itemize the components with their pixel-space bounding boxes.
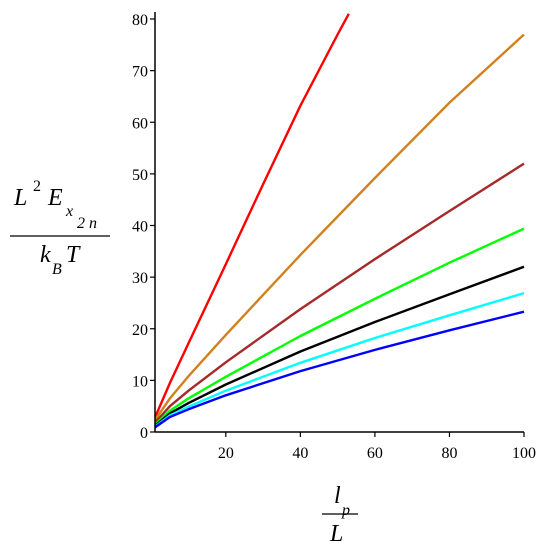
y-tick-label: 80 <box>132 12 148 29</box>
series-line-2 <box>155 33 525 421</box>
series-line-6 <box>155 291 525 428</box>
ylabel-num-sub: x <box>65 203 73 220</box>
xlabel-num-sub: p <box>341 502 350 519</box>
svg-text:L: L <box>329 521 343 547</box>
ylabel-num-subsub: 2 n <box>77 215 97 232</box>
svg-text:l: l <box>334 483 341 509</box>
y-tick-label: 30 <box>132 270 148 287</box>
x-tick-label: 20 <box>218 445 234 462</box>
ylabel-den-base: k <box>40 242 51 268</box>
ylabel-num-sup: 2 <box>33 178 41 195</box>
svg-text:p: p <box>341 502 350 519</box>
y-axis-label: L 2 E x 2 n k B T <box>10 178 110 278</box>
xlabel-den: L <box>329 521 343 547</box>
x-tick-label: 80 <box>441 445 457 462</box>
series-line-3 <box>155 162 525 424</box>
svg-text:2: 2 <box>33 178 41 195</box>
svg-text:k: k <box>40 242 51 268</box>
svg-text:L: L <box>13 185 27 211</box>
x-tick-label: 40 <box>292 445 308 462</box>
ylabel-den-sym: T <box>66 242 81 268</box>
series-line-5 <box>155 265 525 427</box>
svg-text:B: B <box>52 261 62 278</box>
axes-layer <box>154 12 524 433</box>
x-tick-label: 100 <box>512 445 536 462</box>
svg-text:T: T <box>66 242 81 268</box>
series-line-1 <box>155 13 350 418</box>
y-tick-label: 40 <box>132 219 148 236</box>
y-tick-label: 60 <box>132 115 148 132</box>
ylabel-num-base: L <box>13 185 27 211</box>
svg-text:x: x <box>65 203 73 220</box>
x-tick-label: 60 <box>367 445 383 462</box>
x-axis-label: l p L <box>322 483 358 547</box>
xlabel-num: l <box>334 483 341 509</box>
y-tick-label: 50 <box>132 167 148 184</box>
ylabel-num-sym: E <box>47 185 63 211</box>
y-tick-label: 10 <box>132 373 148 390</box>
ylabel-den-sub: B <box>52 261 62 278</box>
y-tick-label: 70 <box>132 64 148 81</box>
ticks-layer: 20 40 60 80 100 0 10 20 30 40 50 60 70 80 <box>132 12 536 462</box>
series-layer <box>155 13 525 429</box>
series-line-7 <box>155 310 525 429</box>
svg-text:2 n: 2 n <box>77 215 97 232</box>
svg-text:E: E <box>47 185 63 211</box>
series-line-4 <box>155 227 525 426</box>
y-tick-label: 0 <box>140 425 148 442</box>
y-tick-label: 20 <box>132 322 148 339</box>
